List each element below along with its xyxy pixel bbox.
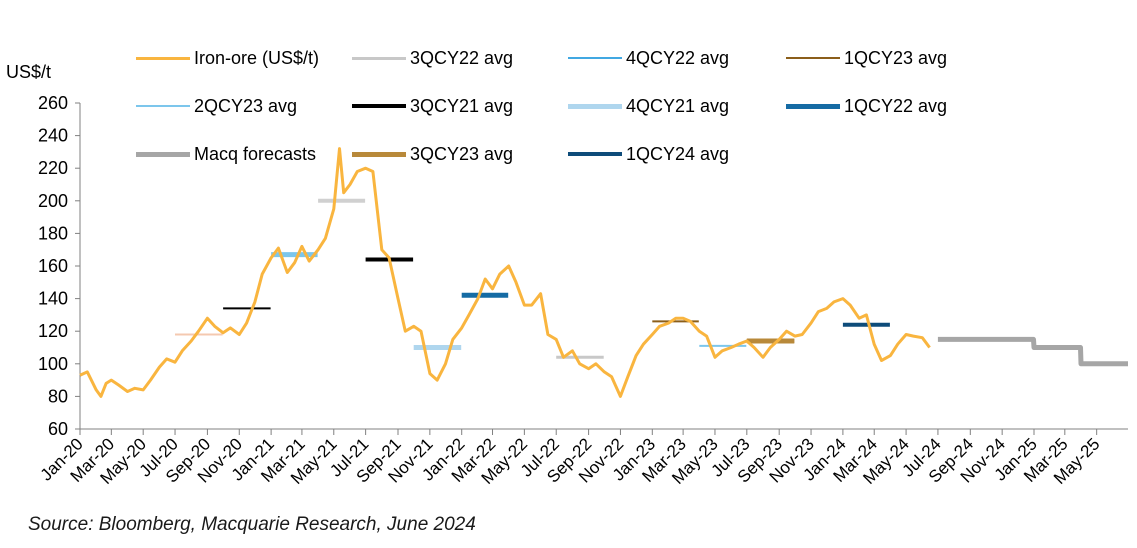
legend-swatch xyxy=(136,151,190,157)
legend-swatch xyxy=(568,103,622,109)
legend-item: 1QCY24 avg xyxy=(568,143,729,165)
legend-item: Macq forecasts xyxy=(136,143,316,165)
legend-item: 4QCY22 avg xyxy=(568,47,729,69)
y-tick-label: 140 xyxy=(38,289,68,309)
y-tick-label: 120 xyxy=(38,321,68,341)
legend-item: 1QCY23 avg xyxy=(786,47,947,69)
legend-label: 3QCY21 avg xyxy=(410,95,514,116)
legend-swatch xyxy=(568,152,622,156)
legend-label: 1QCY22 avg xyxy=(844,95,948,116)
legend-swatch xyxy=(786,103,840,109)
y-tick-label: 220 xyxy=(38,158,68,178)
y-tick-label: 200 xyxy=(38,191,68,211)
legend-label: 2QCY23 avg xyxy=(194,95,298,116)
legend-label: 3QCY23 avg xyxy=(410,143,514,164)
y-tick-label: 240 xyxy=(38,126,68,146)
legend-item: 1QCY22 avg xyxy=(786,95,947,117)
y-axis-label: US$/t xyxy=(6,62,52,82)
legend-item: Iron-ore (US$/t) xyxy=(136,47,319,69)
legend-swatch xyxy=(136,105,190,107)
legend-label: 4QCY21 avg xyxy=(626,95,730,116)
legend-label: 4QCY22 avg xyxy=(626,47,730,68)
series-line-iron-ore xyxy=(79,147,931,398)
legend-swatch xyxy=(786,57,840,59)
legend-label: 1QCY23 avg xyxy=(844,47,948,68)
legend-label: Iron-ore (US$/t) xyxy=(194,47,320,68)
legend-swatch xyxy=(352,56,406,60)
series-line-macq-forecasts xyxy=(937,336,1128,367)
legend-swatch xyxy=(352,151,406,157)
y-tick-label: 60 xyxy=(48,419,68,439)
source-note: Source: Bloomberg, Macquarie Research, J… xyxy=(28,514,476,535)
legend-item: 4QCY21 avg xyxy=(568,95,729,117)
legend-label: Macq forecasts xyxy=(194,143,317,164)
y-tick-label: 160 xyxy=(38,256,68,276)
legend-item: 2QCY23 avg xyxy=(136,95,297,117)
legend-item: 3QCY21 avg xyxy=(352,95,513,117)
y-tick-label: 260 xyxy=(38,93,68,113)
y-tick-label: 80 xyxy=(48,386,68,406)
legend-item: 3QCY22 avg xyxy=(352,47,513,69)
legend-swatch xyxy=(568,57,622,59)
legend-label: 3QCY22 avg xyxy=(410,47,514,68)
legend-item: 3QCY23 avg xyxy=(352,143,513,165)
y-tick-label: 180 xyxy=(38,223,68,243)
legend-label: 1QCY24 avg xyxy=(626,143,730,164)
y-tick-label: 100 xyxy=(38,354,68,374)
legend-swatch xyxy=(136,56,190,60)
legend-swatch xyxy=(352,104,406,108)
